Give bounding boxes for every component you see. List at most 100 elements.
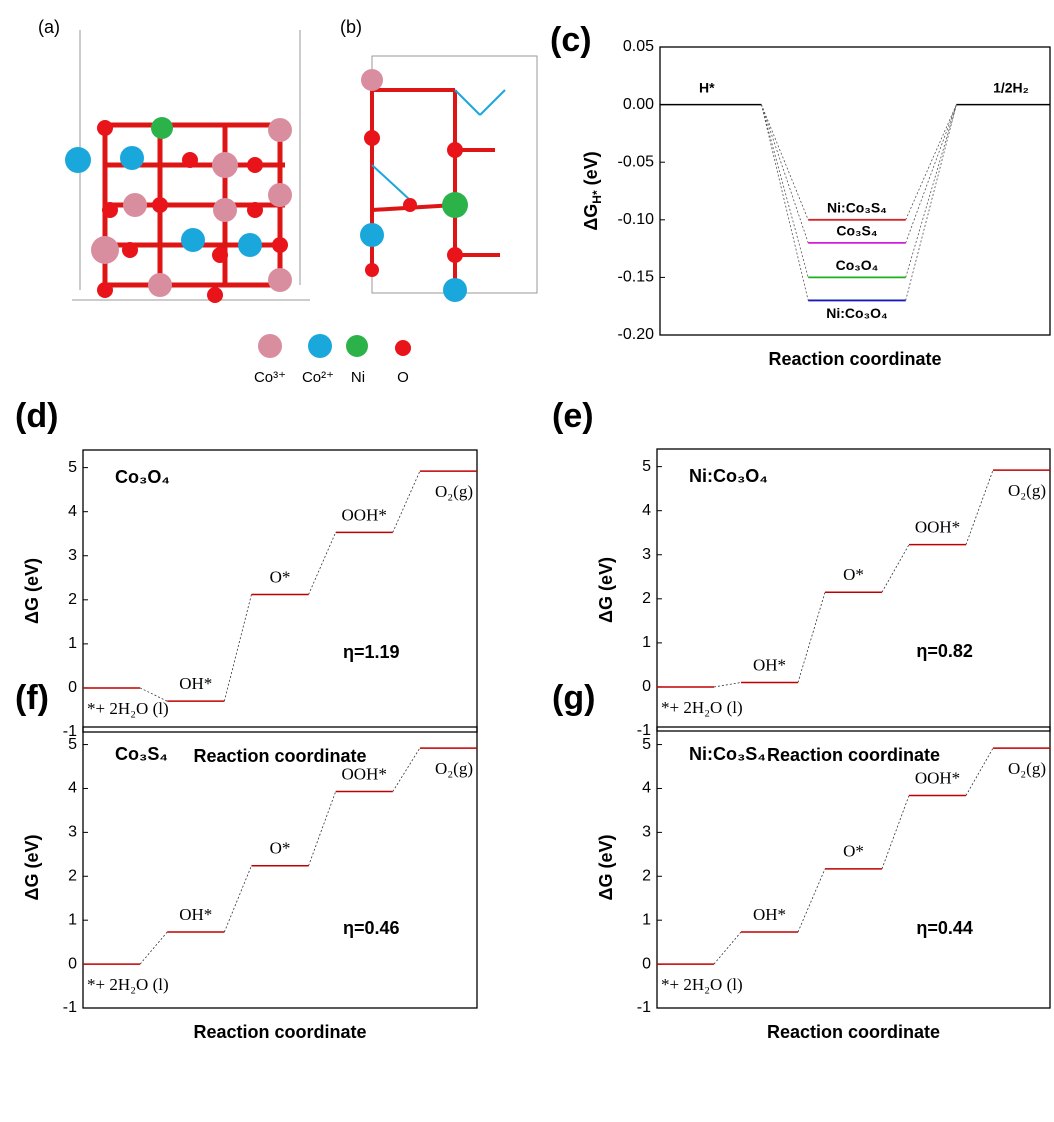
connector xyxy=(309,792,336,866)
y-tick-label: 0 xyxy=(68,679,77,696)
legend-label: Co₃O₄ xyxy=(836,257,879,273)
y-tick-label: 0.05 xyxy=(623,38,654,55)
annotation: η=0.46 xyxy=(343,918,400,938)
level-label: H* xyxy=(699,79,715,95)
y-tick-label: -0.15 xyxy=(618,269,655,286)
plot-frame xyxy=(83,727,477,1008)
y-tick-label: 2 xyxy=(68,591,77,608)
y-tick-label: 4 xyxy=(642,502,651,519)
legend-label: Co₃S₄ xyxy=(836,223,877,239)
page: (a) (b) Co³⁺ Co²⁺ Ni O (c)0.050.00-0.05-… xyxy=(0,0,1054,1122)
plot-frame xyxy=(83,450,477,732)
step-label: OH* xyxy=(179,674,212,693)
x-axis-label: Reaction coordinate xyxy=(767,1022,940,1042)
connector xyxy=(393,748,420,791)
connector xyxy=(761,105,808,243)
y-tick-label: 3 xyxy=(68,547,77,564)
annotation: η=0.44 xyxy=(916,918,973,938)
plot-frame xyxy=(657,449,1050,731)
connector xyxy=(714,932,741,964)
step-label: OOH* xyxy=(342,764,387,783)
step-label: O₂(g) xyxy=(435,759,473,778)
connector xyxy=(798,869,825,932)
chart-title: Ni:Co₃S₄ xyxy=(689,744,766,764)
figure: (a) (b) Co³⁺ Co²⁺ Ni O (c)0.050.00-0.05-… xyxy=(0,0,1054,1122)
legend-label: Ni:Co₃S₄ xyxy=(827,200,887,216)
connector xyxy=(393,471,420,532)
connector xyxy=(966,470,993,544)
chart-title: Ni:Co₃O₄ xyxy=(689,466,768,486)
y-tick-label: 0.00 xyxy=(623,96,654,113)
y-tick-label: 5 xyxy=(642,458,651,475)
legend-label: O xyxy=(397,369,409,386)
y-tick-label: 1 xyxy=(68,911,77,928)
y-axis-label: ΔG (eV) xyxy=(22,558,42,624)
step-label: OH* xyxy=(753,655,786,674)
y-tick-label: 1 xyxy=(642,911,651,928)
step-label: O* xyxy=(843,565,864,584)
y-axis-label-part: ΔG xyxy=(581,204,601,231)
panel-label: (b) xyxy=(340,17,362,37)
y-tick-label: 1 xyxy=(642,634,651,651)
connector xyxy=(906,105,957,243)
y-axis-label-part: H* xyxy=(590,190,604,204)
connector xyxy=(882,545,909,593)
structure-b xyxy=(360,56,537,302)
y-tick-label: 4 xyxy=(642,780,651,797)
panel-label: (g) xyxy=(552,679,595,717)
annotation: η=1.19 xyxy=(343,642,400,662)
x-axis-label: Reaction coordinate xyxy=(193,746,366,766)
connector xyxy=(906,105,957,301)
step-label: OOH* xyxy=(915,768,960,787)
y-axis-label: ΔGH* (eV) xyxy=(581,151,604,230)
plot-frame xyxy=(660,47,1050,335)
chart-title: Co₃O₄ xyxy=(115,467,170,487)
y-tick-label: 1 xyxy=(68,635,77,652)
y-tick-label: 5 xyxy=(68,459,77,476)
y-tick-label: 3 xyxy=(642,546,651,563)
y-tick-label: 5 xyxy=(68,736,77,753)
panel-label: (a) xyxy=(38,17,60,37)
step-label: O₂(g) xyxy=(1008,759,1046,778)
legend-label: Ni xyxy=(351,369,365,386)
connector xyxy=(224,866,251,932)
y-tick-label: 4 xyxy=(68,780,77,797)
x-axis-label: Reaction coordinate xyxy=(767,745,940,765)
annotation: η=0.82 xyxy=(916,641,973,661)
connector xyxy=(714,683,741,687)
y-axis-label: ΔG (eV) xyxy=(596,835,616,901)
step-label: O₂(g) xyxy=(435,482,473,501)
connector xyxy=(761,105,808,278)
step-label: OOH* xyxy=(342,505,387,524)
legend-label: Co³⁺ xyxy=(254,369,286,386)
y-tick-label: -0.10 xyxy=(618,211,655,228)
connector xyxy=(224,595,251,702)
y-tick-label: -1 xyxy=(637,999,651,1016)
step-label: OH* xyxy=(179,905,212,924)
connector xyxy=(309,532,336,594)
step-label: O* xyxy=(270,567,291,586)
connector xyxy=(798,592,825,682)
panel-label: (c) xyxy=(550,21,592,59)
step-label: *+ 2H₂O (l) xyxy=(661,975,743,994)
step-label: O* xyxy=(270,839,291,858)
y-tick-label: -0.20 xyxy=(618,326,655,343)
connector xyxy=(882,795,909,868)
y-tick-label: 2 xyxy=(642,590,651,607)
connector xyxy=(140,932,167,964)
panel-label: (f) xyxy=(15,679,49,717)
step-label: O₂(g) xyxy=(1008,481,1046,500)
level-label: 1/2H₂ xyxy=(993,79,1029,95)
step-label: *+ 2H₂O (l) xyxy=(87,699,169,718)
y-tick-label: 0 xyxy=(68,955,77,972)
legend-label: Ni:Co₃O₄ xyxy=(826,305,887,321)
step-label: OH* xyxy=(753,905,786,924)
y-tick-label: 3 xyxy=(642,824,651,841)
y-tick-label: 0 xyxy=(642,955,651,972)
y-tick-label: -0.05 xyxy=(618,153,655,170)
y-tick-label: 2 xyxy=(642,868,651,885)
x-axis-label: Reaction coordinate xyxy=(193,1022,366,1042)
y-tick-label: 2 xyxy=(68,868,77,885)
panel-label: (e) xyxy=(552,397,594,435)
y-tick-label: 3 xyxy=(68,824,77,841)
